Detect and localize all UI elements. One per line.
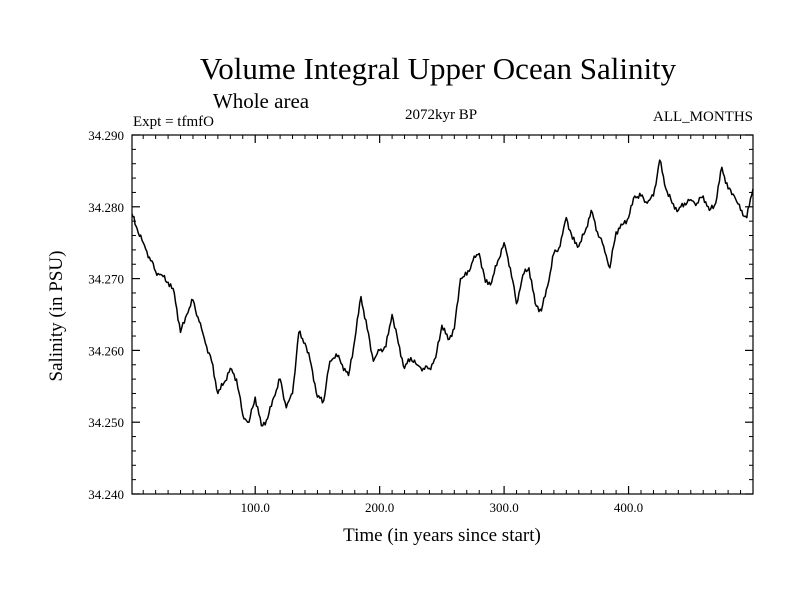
experiment-label: Expt = tfmfO (133, 114, 214, 130)
y-tick-label: 34.250 (88, 415, 124, 430)
x-tick-label: 400.0 (614, 500, 643, 515)
chart-title: Volume Integral Upper Ocean Salinity (200, 51, 677, 86)
y-tick-label: 34.240 (88, 487, 124, 502)
months-label: ALL_MONTHS (653, 109, 753, 125)
y-tick-label: 34.270 (88, 272, 124, 287)
chart-subtitle: Whole area (213, 89, 310, 113)
x-axis-label: Time (in years since start) (343, 525, 541, 546)
plot-frame (131, 134, 754, 495)
x-tick-label: 200.0 (365, 500, 394, 515)
salinity-series-line (131, 159, 754, 427)
x-tick-label: 100.0 (241, 500, 270, 515)
period-label: 2072kyr BP (405, 107, 477, 123)
x-tick-label: 300.0 (489, 500, 518, 515)
y-axis: 34.240 34.250 34.260 34.270 34.280 34.290 (88, 128, 753, 502)
x-axis: 100.0 200.0 300.0 400.0 (142, 135, 742, 515)
y-axis-label: Salinity (in PSU) (46, 251, 67, 382)
y-tick-label: 34.260 (88, 343, 124, 358)
y-tick-label: 34.290 (88, 128, 124, 143)
y-tick-label: 34.280 (88, 200, 124, 215)
